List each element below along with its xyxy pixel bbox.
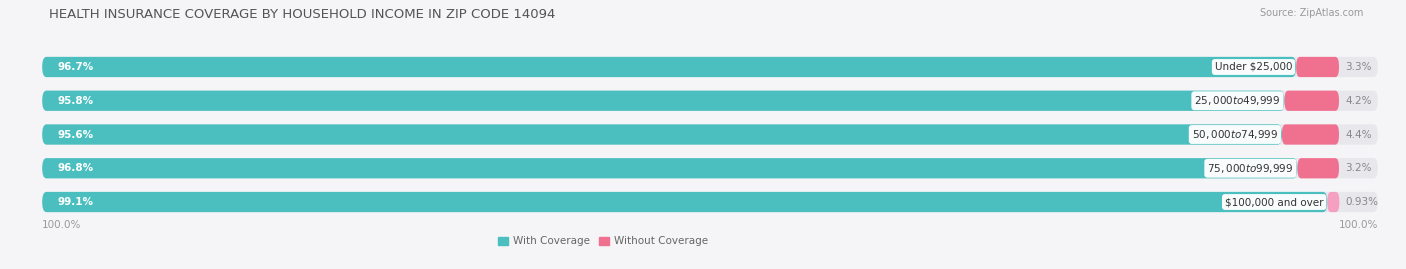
FancyBboxPatch shape bbox=[42, 91, 1378, 111]
Text: HEALTH INSURANCE COVERAGE BY HOUSEHOLD INCOME IN ZIP CODE 14094: HEALTH INSURANCE COVERAGE BY HOUSEHOLD I… bbox=[49, 8, 555, 21]
FancyBboxPatch shape bbox=[1296, 57, 1339, 77]
Text: 95.6%: 95.6% bbox=[58, 129, 94, 140]
Text: 3.3%: 3.3% bbox=[1346, 62, 1372, 72]
Text: 4.4%: 4.4% bbox=[1346, 129, 1372, 140]
Text: 99.1%: 99.1% bbox=[58, 197, 94, 207]
Text: $25,000 to $49,999: $25,000 to $49,999 bbox=[1194, 94, 1281, 107]
FancyBboxPatch shape bbox=[1282, 124, 1339, 145]
FancyBboxPatch shape bbox=[42, 57, 1296, 77]
Text: 0.93%: 0.93% bbox=[1346, 197, 1379, 207]
Text: 3.2%: 3.2% bbox=[1346, 163, 1372, 173]
Text: $50,000 to $74,999: $50,000 to $74,999 bbox=[1192, 128, 1278, 141]
FancyBboxPatch shape bbox=[42, 124, 1282, 145]
FancyBboxPatch shape bbox=[42, 124, 1378, 145]
Text: $75,000 to $99,999: $75,000 to $99,999 bbox=[1208, 162, 1294, 175]
FancyBboxPatch shape bbox=[42, 192, 1378, 212]
Text: 96.8%: 96.8% bbox=[58, 163, 94, 173]
Text: Source: ZipAtlas.com: Source: ZipAtlas.com bbox=[1260, 8, 1364, 18]
FancyBboxPatch shape bbox=[42, 57, 1378, 77]
FancyBboxPatch shape bbox=[1327, 192, 1340, 212]
FancyBboxPatch shape bbox=[1285, 91, 1339, 111]
Text: 4.2%: 4.2% bbox=[1346, 96, 1372, 106]
Text: 96.7%: 96.7% bbox=[58, 62, 94, 72]
FancyBboxPatch shape bbox=[42, 158, 1298, 178]
FancyBboxPatch shape bbox=[42, 91, 1285, 111]
Text: 95.8%: 95.8% bbox=[58, 96, 94, 106]
FancyBboxPatch shape bbox=[42, 158, 1378, 178]
Text: 100.0%: 100.0% bbox=[1339, 220, 1378, 229]
Text: $100,000 and over: $100,000 and over bbox=[1225, 197, 1323, 207]
FancyBboxPatch shape bbox=[42, 192, 1327, 212]
Text: Under $25,000: Under $25,000 bbox=[1215, 62, 1292, 72]
FancyBboxPatch shape bbox=[1298, 158, 1339, 178]
Text: 100.0%: 100.0% bbox=[42, 220, 82, 229]
Legend: With Coverage, Without Coverage: With Coverage, Without Coverage bbox=[498, 236, 709, 246]
